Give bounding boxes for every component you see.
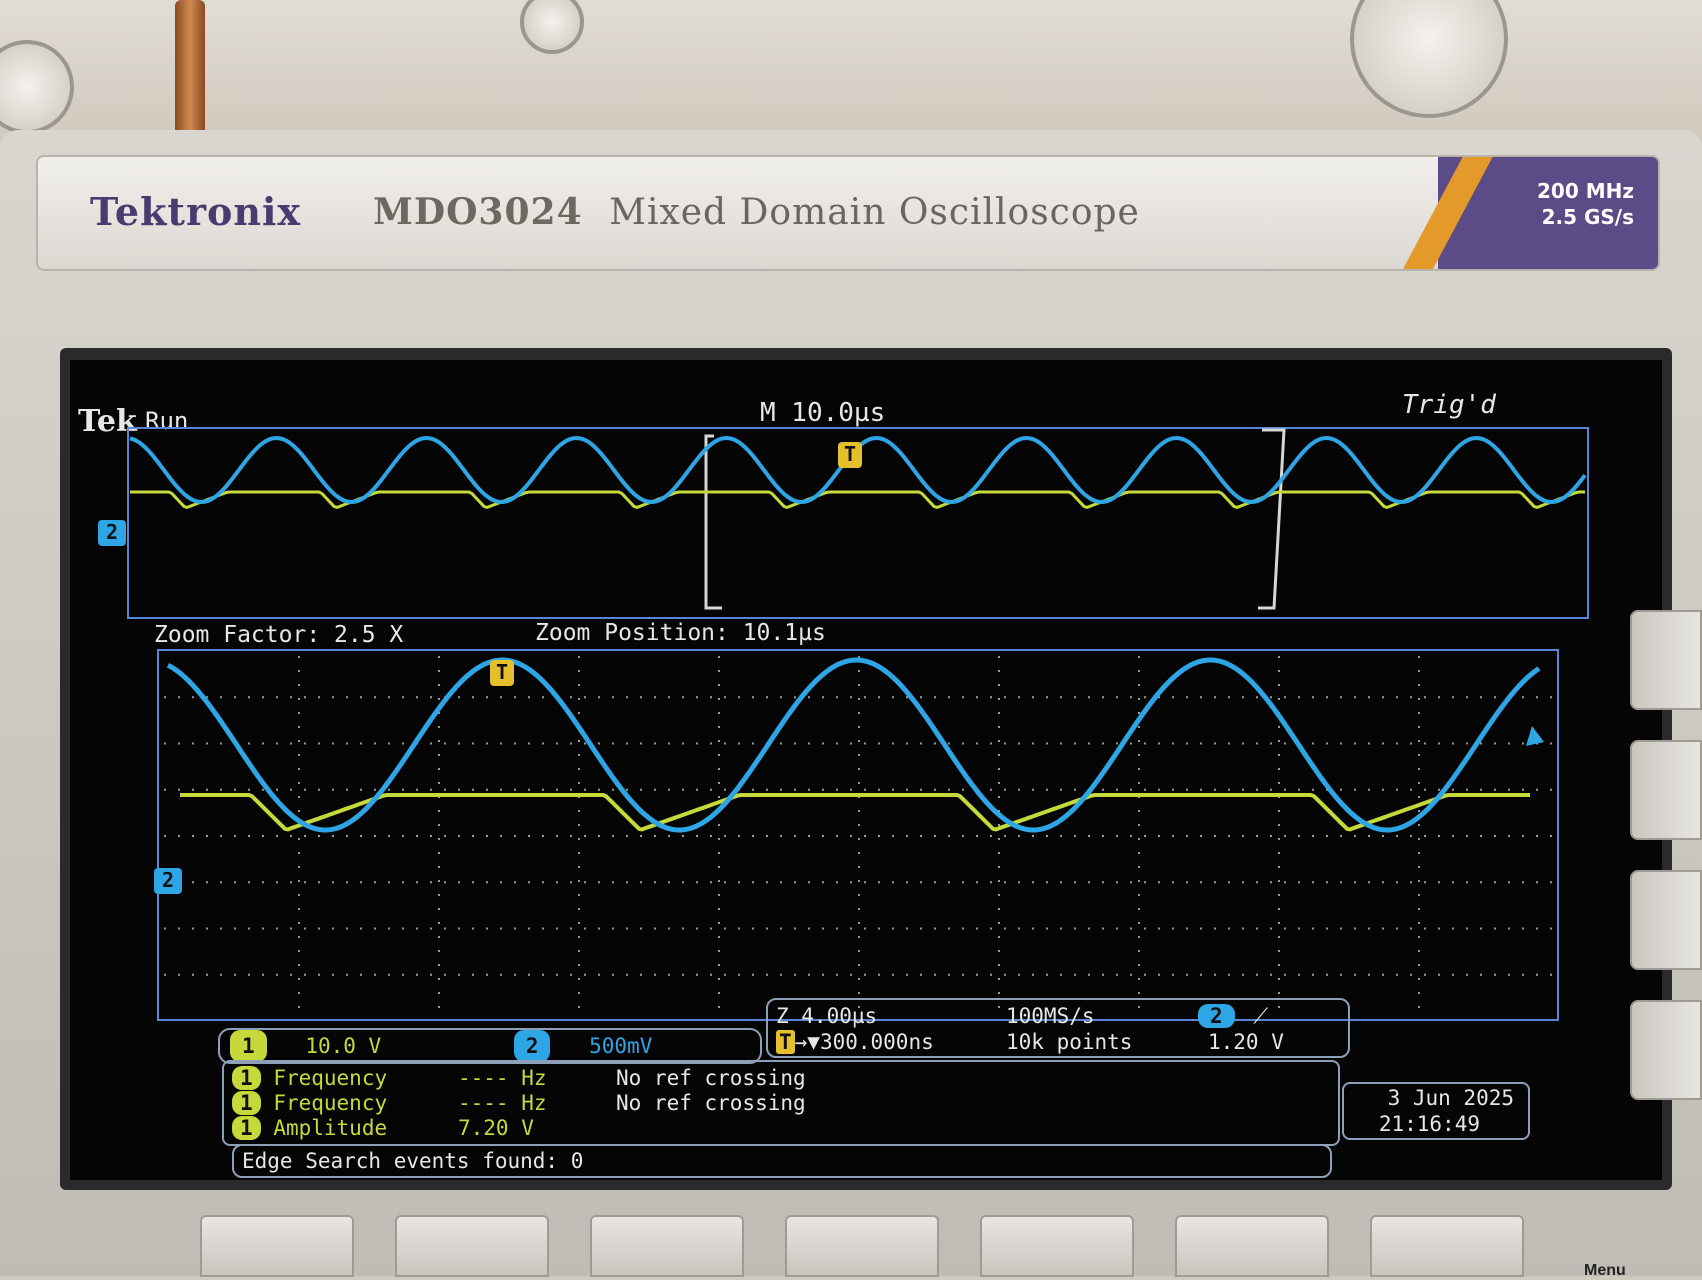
side-button-2[interactable]	[1630, 740, 1702, 840]
trigger-level[interactable]: 1.20 V	[1208, 1030, 1284, 1054]
zoom-region-bracket[interactable]	[704, 428, 1286, 610]
side-button-3[interactable]	[1630, 870, 1702, 970]
measurement-channel-badge: 1	[232, 1116, 261, 1140]
zoom-graticule-frame	[157, 649, 1559, 1021]
ch1-badge[interactable]: 1	[230, 1030, 267, 1062]
ch2-overflow-arrow-icon	[1526, 726, 1544, 746]
ch2-badge[interactable]: 2	[513, 1030, 551, 1062]
softkey-3[interactable]	[590, 1215, 744, 1277]
softkey-2[interactable]	[395, 1215, 549, 1277]
trigger-position-row: T →▼300.000ns	[776, 1030, 934, 1054]
measurement-channel-badge: 1	[232, 1091, 261, 1115]
measurement-value: 7.20 V	[458, 1116, 534, 1140]
ch2-scale[interactable]: 500mV	[589, 1034, 653, 1058]
sample-rate-label: 2.5 GS/s	[1541, 205, 1634, 229]
timebase-label: M 10.0µs	[760, 398, 886, 428]
brand-logo: Tektronix	[90, 189, 302, 234]
measurements-panel: 1 Frequency ---- Hz No ref crossing 1 Fr…	[222, 1060, 1340, 1146]
ch2-zoom-trace	[166, 657, 1541, 833]
overview-trigger-marker-icon: T	[838, 442, 862, 468]
softkey-row	[200, 1215, 1550, 1277]
datetime-box: 3 Jun 2025 21:16:49	[1342, 1082, 1530, 1140]
measurement-row[interactable]: 1 Frequency	[232, 1091, 387, 1115]
bandwidth-label: 200 MHz	[1537, 179, 1634, 203]
brand-bar: Tektronix MDO3024 Mixed Domain Oscillosc…	[36, 155, 1660, 271]
ch2-overview-ground-marker[interactable]: 2	[98, 520, 126, 546]
measurement-row[interactable]: 1 Frequency	[232, 1066, 387, 1090]
ch1-scale[interactable]: 10.0 V	[305, 1034, 382, 1058]
side-button-1[interactable]	[1630, 610, 1702, 710]
record-length: 10k points	[1006, 1030, 1133, 1054]
ch1-zoom-trace	[180, 793, 1530, 832]
rising-edge-icon: ⟋	[1253, 1004, 1269, 1028]
softkey-1[interactable]	[200, 1215, 354, 1277]
copper-pipe	[175, 0, 205, 135]
measurement-row[interactable]: 1 Amplitude	[232, 1116, 387, 1140]
measurement-note: No ref crossing	[616, 1066, 806, 1090]
channel-readout-bar: 1 10.0 V 2 500mV	[218, 1028, 762, 1064]
ch2-zoom-ground-marker[interactable]: 2	[154, 868, 182, 894]
sample-rate: 100MS/s	[1006, 1004, 1095, 1028]
side-button-4[interactable]	[1630, 1000, 1702, 1100]
measurement-name: Frequency	[273, 1066, 388, 1090]
measurement-channel-badge: 1	[232, 1066, 261, 1090]
timing-readout-box: Z 4.00µs T →▼300.000ns 100MS/s 10k points…	[766, 998, 1350, 1058]
menu-button-label[interactable]: Menu	[1584, 1262, 1626, 1279]
softkey-5[interactable]	[980, 1215, 1134, 1277]
measurement-note: No ref crossing	[616, 1091, 806, 1115]
edge-search-bar: Edge Search events found: 0	[232, 1144, 1332, 1178]
trigger-source-row: 2 ⟋	[1198, 1004, 1268, 1029]
edge-search-label: Edge Search events found: 0	[242, 1149, 584, 1173]
softkey-6[interactable]	[1175, 1215, 1329, 1277]
model-number: MDO3024	[373, 191, 583, 233]
measurement-value: ---- Hz	[458, 1066, 547, 1090]
tek-logo: Tek	[78, 404, 137, 439]
spec-badge: 200 MHz 2.5 GS/s	[1393, 157, 1658, 269]
zoom-trigger-marker-icon: T	[490, 660, 514, 686]
zoom-scale: Z 4.00µs	[776, 1004, 878, 1028]
round-fitting	[520, 0, 584, 54]
trigger-position-value: 300.000ns	[819, 1030, 934, 1054]
zoom-position-label: Zoom Position: 10.1µs	[535, 620, 826, 646]
softkey-4[interactable]	[785, 1215, 939, 1277]
model-name: MDO3024 Mixed Domain Oscilloscope	[373, 191, 1140, 233]
trigger-source-badge[interactable]: 2	[1198, 1004, 1235, 1028]
graticule-dots	[164, 656, 1552, 1008]
overview-window	[127, 427, 1589, 619]
run-state: Run	[145, 407, 189, 435]
ch1-overview-trace	[130, 490, 1585, 509]
measurement-name: Frequency	[273, 1091, 388, 1115]
time-label: 21:16:49	[1378, 1112, 1480, 1136]
measurement-name: Amplitude	[273, 1116, 388, 1140]
softkey-7[interactable]	[1370, 1215, 1524, 1277]
measurement-value: ---- Hz	[458, 1091, 547, 1115]
trigger-position-icon: T	[776, 1030, 795, 1054]
date-label: 3 Jun 2025	[1387, 1086, 1514, 1110]
arrow-icon: →▼	[794, 1030, 820, 1054]
trigger-state: Trig'd	[1402, 390, 1496, 420]
model-description: Mixed Domain Oscilloscope	[609, 192, 1140, 233]
zoom-factor-label: Zoom Factor: 2.5 X	[154, 622, 404, 648]
